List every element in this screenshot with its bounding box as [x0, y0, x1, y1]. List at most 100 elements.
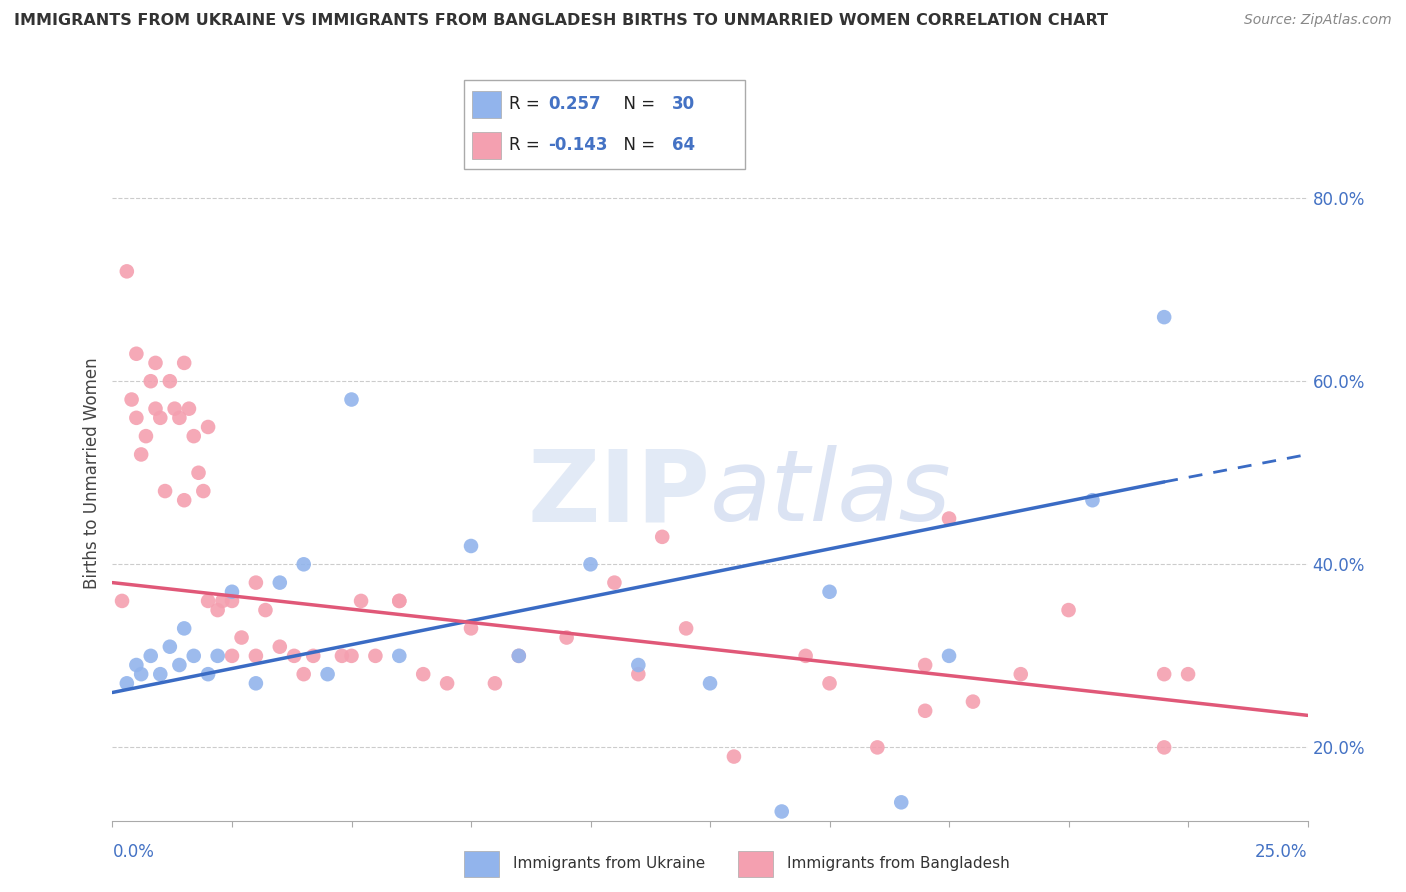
Point — [962, 695, 984, 709]
Point — [350, 594, 373, 608]
Point — [245, 575, 267, 590]
Point — [388, 648, 411, 663]
Point — [330, 648, 353, 663]
Point — [627, 667, 650, 681]
Point — [149, 410, 172, 425]
Point — [364, 648, 387, 663]
Point — [508, 648, 530, 663]
Point — [603, 575, 626, 590]
Point — [794, 648, 817, 663]
Text: R =: R = — [509, 95, 546, 113]
Text: atlas: atlas — [710, 445, 952, 542]
Point — [183, 648, 205, 663]
Point — [770, 805, 793, 819]
Point — [125, 347, 148, 361]
Text: R =: R = — [509, 136, 546, 154]
Point — [197, 420, 219, 434]
Point — [388, 594, 411, 608]
Point — [818, 676, 841, 690]
Point — [340, 648, 363, 663]
Point — [169, 658, 191, 673]
Point — [890, 795, 912, 809]
Point — [197, 594, 219, 608]
Point — [139, 374, 162, 388]
Point — [1153, 740, 1175, 755]
Point — [145, 401, 167, 416]
Point — [436, 676, 458, 690]
Point — [269, 640, 291, 654]
Point — [938, 511, 960, 525]
Point — [627, 658, 650, 673]
Point — [169, 410, 191, 425]
Point — [1153, 310, 1175, 325]
Point — [245, 648, 267, 663]
Text: 25.0%: 25.0% — [1256, 843, 1308, 861]
Text: Immigrants from Ukraine: Immigrants from Ukraine — [513, 855, 706, 871]
FancyBboxPatch shape — [472, 132, 501, 159]
Point — [193, 484, 215, 499]
Point — [302, 648, 325, 663]
Point — [555, 631, 578, 645]
Point — [818, 584, 841, 599]
Point — [1153, 667, 1175, 681]
Point — [159, 640, 181, 654]
Text: Source: ZipAtlas.com: Source: ZipAtlas.com — [1244, 13, 1392, 28]
Point — [129, 667, 152, 681]
Point — [651, 530, 673, 544]
Point — [129, 447, 152, 461]
FancyBboxPatch shape — [464, 80, 745, 169]
Point — [914, 658, 936, 673]
Point — [135, 429, 157, 443]
Text: N =: N = — [613, 95, 661, 113]
Point — [986, 822, 1008, 837]
Text: 0.0%: 0.0% — [112, 843, 155, 861]
Point — [254, 603, 277, 617]
Point — [914, 704, 936, 718]
Point — [484, 676, 506, 690]
Point — [211, 594, 233, 608]
Point — [231, 631, 253, 645]
Point — [115, 676, 138, 690]
Point — [699, 676, 721, 690]
Point — [173, 493, 195, 508]
Point — [177, 401, 200, 416]
FancyBboxPatch shape — [738, 851, 773, 877]
Point — [460, 621, 482, 635]
Text: 0.257: 0.257 — [548, 95, 600, 113]
Point — [508, 648, 530, 663]
Point — [173, 621, 195, 635]
Point — [163, 401, 186, 416]
Point — [121, 392, 143, 407]
Point — [283, 648, 305, 663]
FancyBboxPatch shape — [472, 91, 501, 118]
Point — [675, 621, 697, 635]
Text: 30: 30 — [672, 95, 695, 113]
Point — [1057, 603, 1080, 617]
Point — [221, 648, 243, 663]
Point — [125, 658, 148, 673]
Point — [111, 594, 134, 608]
Text: -0.143: -0.143 — [548, 136, 607, 154]
Point — [153, 484, 176, 499]
Point — [149, 667, 172, 681]
Point — [187, 466, 209, 480]
Text: Immigrants from Bangladesh: Immigrants from Bangladesh — [787, 855, 1010, 871]
Point — [269, 575, 291, 590]
Point — [316, 667, 339, 681]
FancyBboxPatch shape — [464, 851, 499, 877]
Point — [221, 594, 243, 608]
Point — [412, 667, 434, 681]
Point — [145, 356, 167, 370]
Point — [292, 558, 315, 572]
Point — [183, 429, 205, 443]
Point — [221, 584, 243, 599]
Point — [125, 410, 148, 425]
Point — [173, 356, 195, 370]
Point — [723, 749, 745, 764]
Point — [197, 667, 219, 681]
Point — [115, 264, 138, 278]
Point — [938, 648, 960, 663]
Point — [1081, 493, 1104, 508]
Point — [340, 392, 363, 407]
Point — [579, 558, 602, 572]
